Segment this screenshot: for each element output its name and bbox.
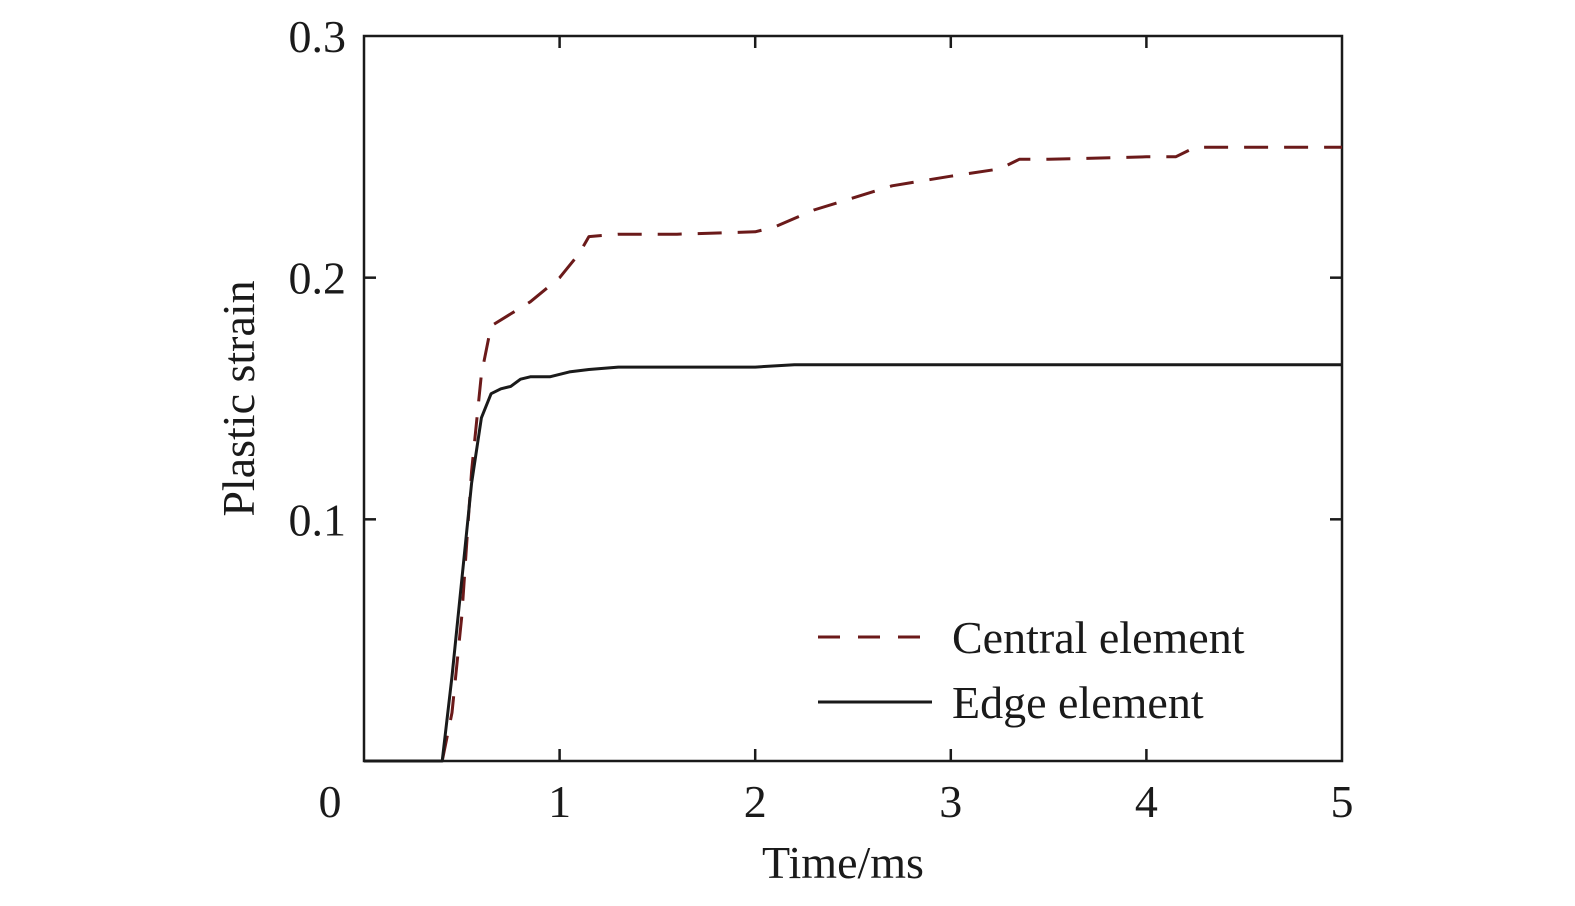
- plot-area: [362, 34, 1344, 763]
- series-layer: [364, 145, 1342, 763]
- series-line-edge-element: [364, 363, 1342, 763]
- y-tick-label: 0.1: [289, 494, 347, 545]
- series-line-central-element: [364, 145, 1342, 763]
- legend-label-edge-element: Edge element: [952, 677, 1204, 728]
- x-axis-label: Time/ms: [762, 837, 924, 888]
- ticks-layer: 0 1 2 3 4 5 0.1 0.2 0.3: [289, 11, 1354, 827]
- x-tick-label: 5: [1331, 776, 1354, 827]
- legend: Central element Edge element: [818, 612, 1245, 728]
- x-tick-label: 3: [939, 776, 962, 827]
- y-tick-label: 0.3: [289, 11, 347, 62]
- y-tick-label: 0.2: [289, 253, 347, 304]
- x-tick-label: 1: [548, 776, 571, 827]
- x-tick-label: 4: [1135, 776, 1158, 827]
- x-tick-label: 0: [319, 776, 342, 827]
- x-tick-label: 2: [744, 776, 767, 827]
- y-axis-label: Plastic strain: [213, 280, 264, 516]
- plot-frame: [362, 34, 1344, 763]
- legend-label-central-element: Central element: [952, 612, 1245, 663]
